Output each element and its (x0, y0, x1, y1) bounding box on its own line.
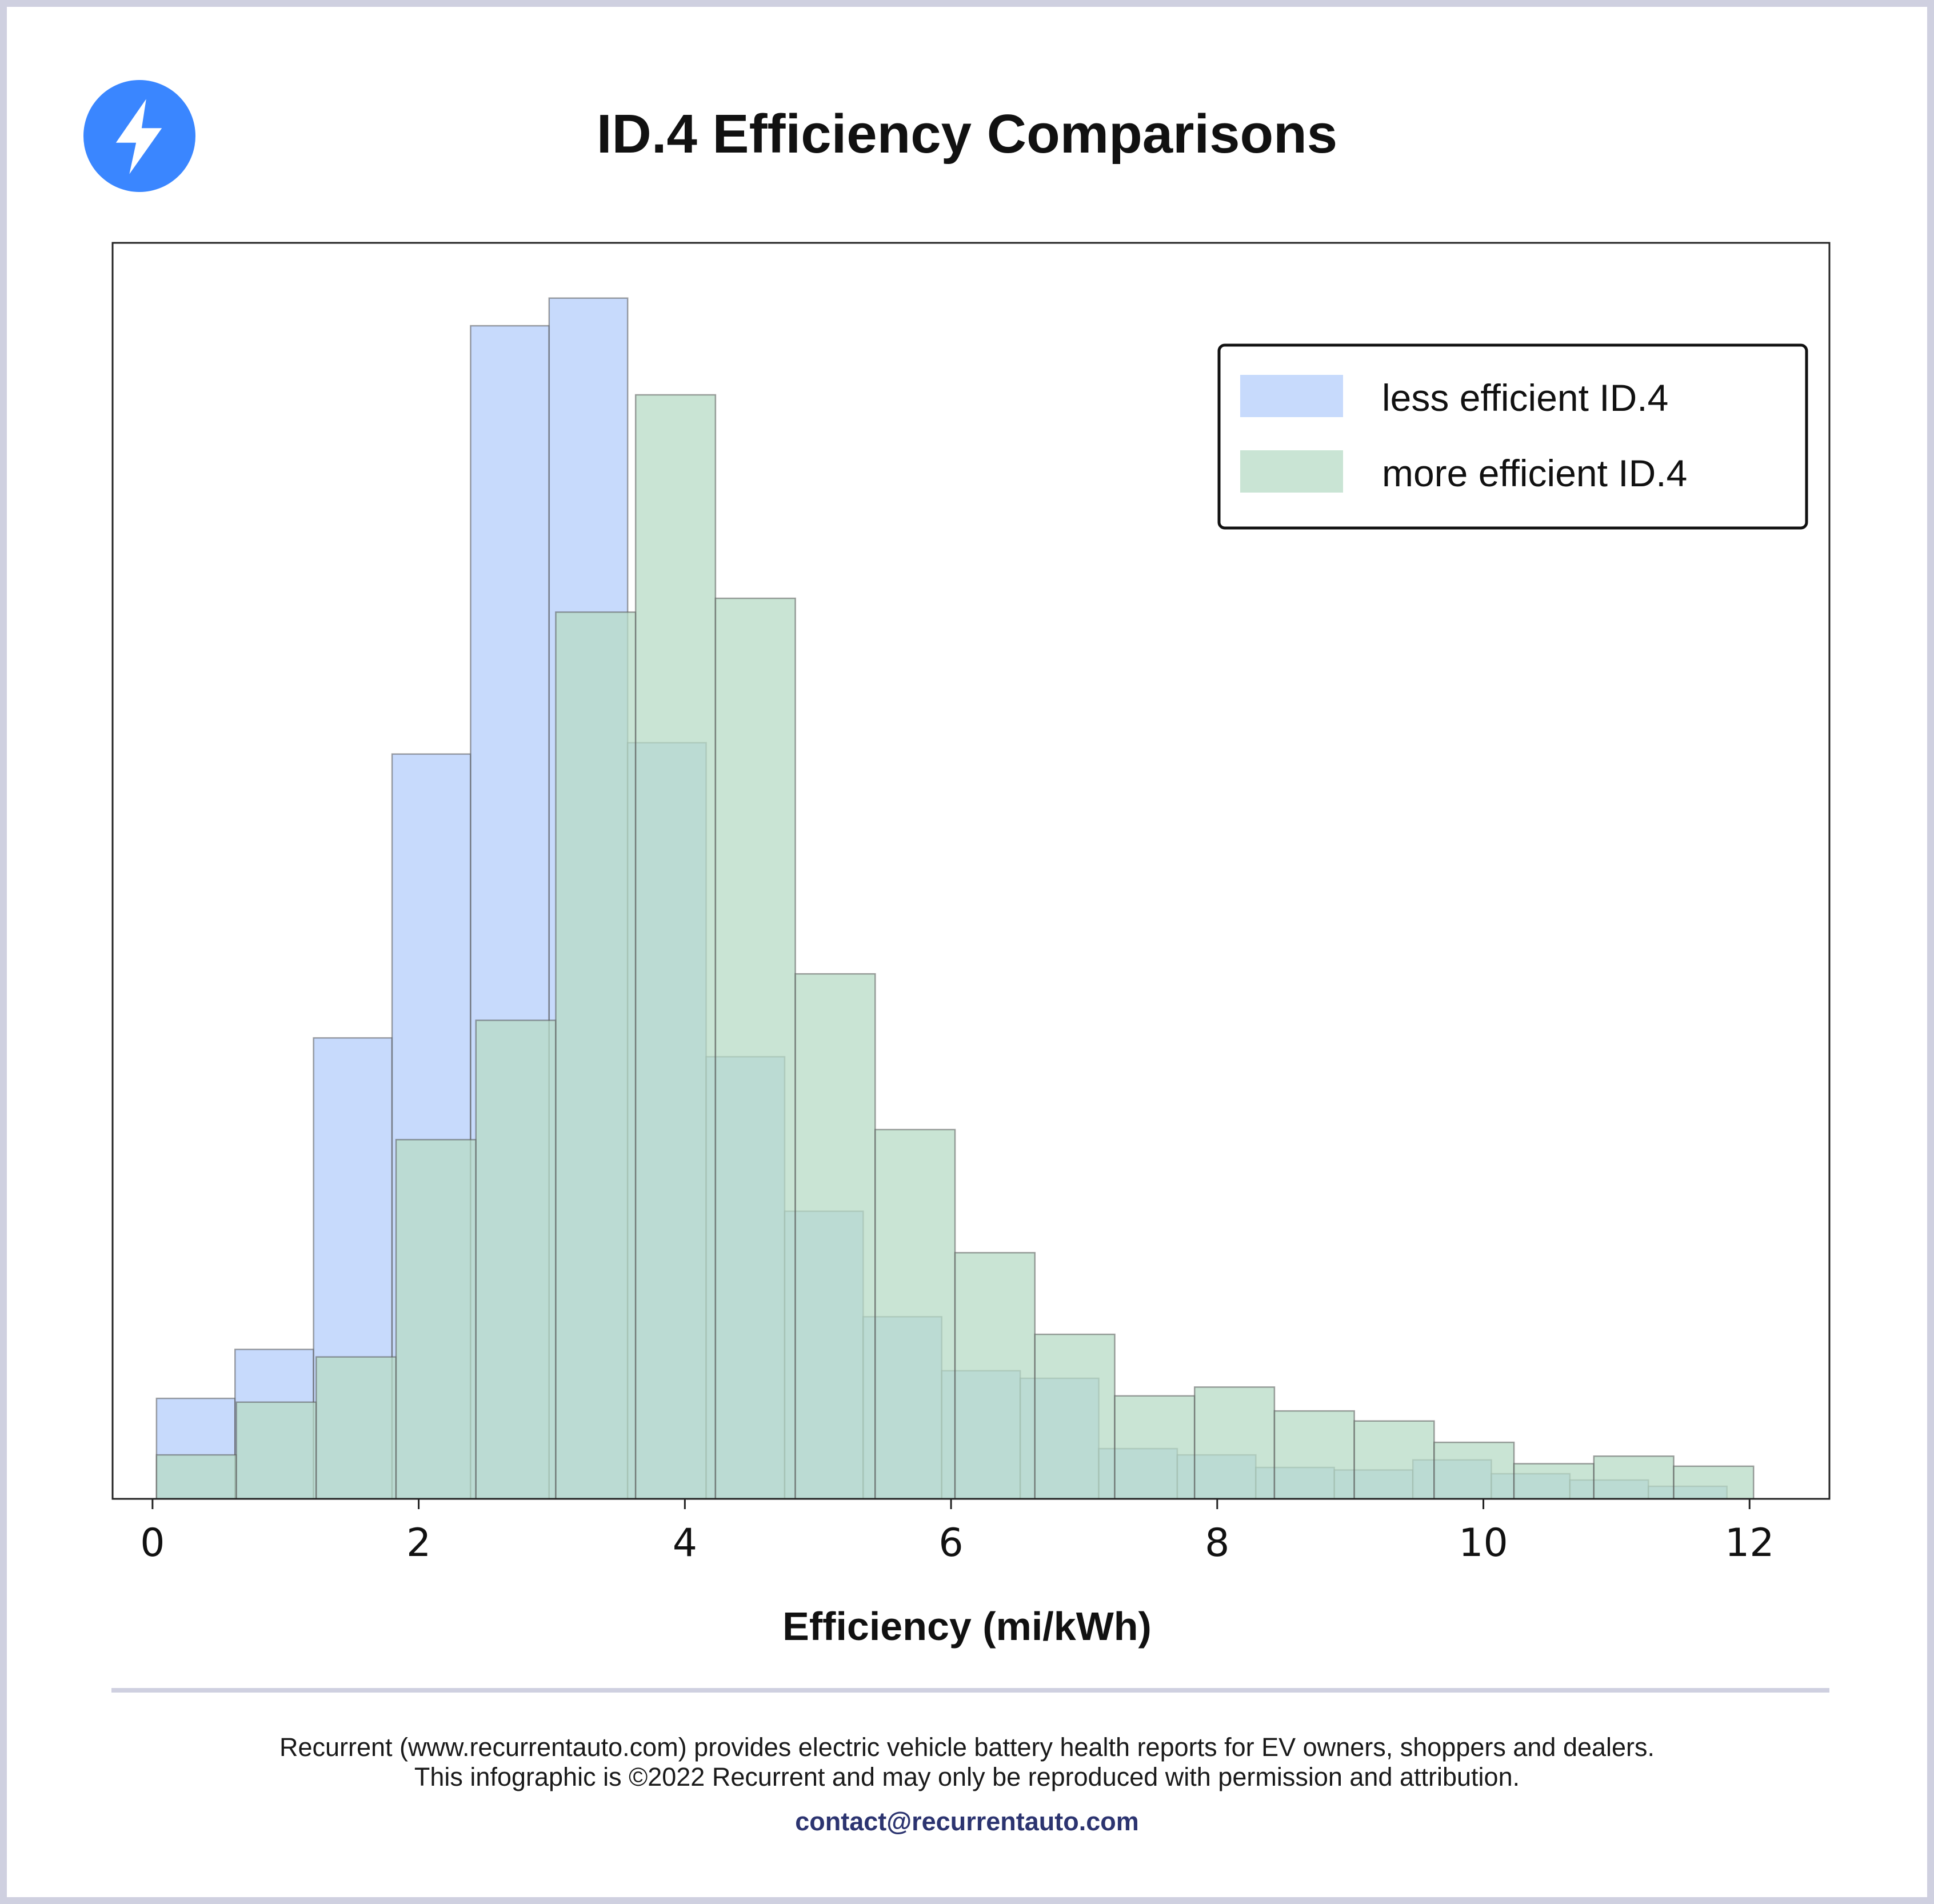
histogram-bar (555, 611, 637, 1500)
x-axis-ticks: 0 2 4 6 8 10 12 (140, 1499, 1775, 1566)
lightning-bolt-icon (83, 80, 195, 192)
histogram-bar (475, 1019, 557, 1500)
legend-swatch-less-efficient (1240, 375, 1343, 417)
histogram-bar (1433, 1441, 1515, 1500)
histogram-bar (794, 973, 876, 1500)
legend-label-less-efficient: less efficient ID.4 (1382, 377, 1668, 419)
x-tick-label: 4 (673, 1521, 697, 1566)
plot-frame (111, 242, 1831, 1500)
footer-description: Recurrent (www.recurrentauto.com) provid… (279, 1733, 1655, 1762)
histogram-bar (1193, 1386, 1276, 1500)
x-tick-label: 6 (938, 1521, 963, 1566)
histogram-chart: 0 2 4 6 8 10 12 Efficiency (mi/kWh) less effic… (111, 242, 1831, 1649)
histogram-bar (1593, 1455, 1675, 1500)
x-tick-label: 0 (140, 1521, 165, 1566)
histogram-bar (1114, 1395, 1196, 1500)
footer-copyright: This infographic is ©2022 Recurrent and … (414, 1762, 1520, 1791)
histogram-bar (1513, 1463, 1595, 1500)
x-axis-label: Efficiency (mi/kWh) (782, 1604, 1152, 1649)
footer-divider (111, 1688, 1829, 1693)
histogram-bar (1353, 1420, 1435, 1500)
histogram-bar (874, 1129, 956, 1500)
page-title: ID.4 Efficiency Comparisons (596, 103, 1338, 165)
x-tick-label: 8 (1205, 1521, 1229, 1566)
legend-label-more-efficient: more efficient ID.4 (1382, 452, 1687, 494)
histogram-bar (1034, 1333, 1116, 1500)
histogram-bar (155, 1454, 237, 1500)
x-tick-label: 10 (1459, 1521, 1508, 1566)
histogram-bar (315, 1356, 397, 1500)
histogram-bar (714, 597, 796, 1500)
histogram-bar (1273, 1410, 1355, 1500)
x-tick-label: 12 (1725, 1521, 1775, 1566)
series-more-efficient (155, 394, 1755, 1500)
histogram-bar (395, 1139, 477, 1500)
legend: less efficient ID.4 more efficient ID.4 (1217, 343, 1808, 530)
legend-swatch-more-efficient (1240, 450, 1343, 493)
legend-box (1217, 343, 1808, 530)
contact-email-link[interactable]: contact@recurrentauto.com (795, 1807, 1139, 1836)
histogram-bar (1673, 1465, 1755, 1500)
histogram-bar (634, 394, 717, 1500)
x-tick-label: 2 (406, 1521, 431, 1566)
histogram-bar (954, 1251, 1036, 1500)
histogram-bar (235, 1401, 317, 1500)
